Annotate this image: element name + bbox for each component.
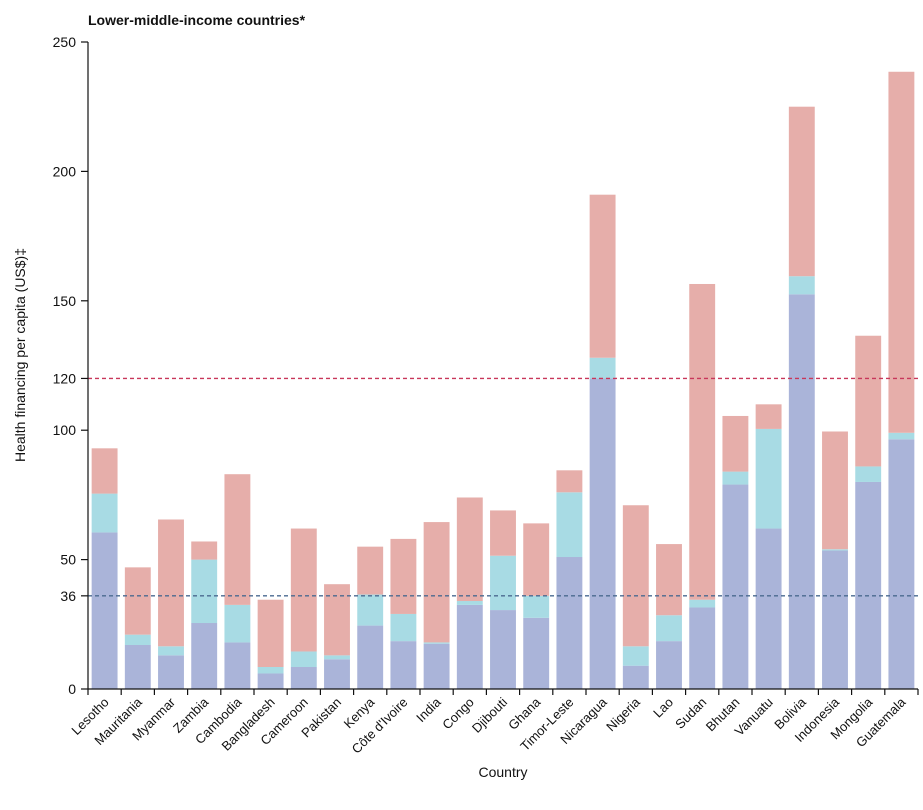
bar-segment-0 (92, 532, 118, 689)
bar-segment-1 (623, 646, 649, 665)
bar-segment-1 (291, 651, 317, 667)
y-tick-label: 50 (60, 552, 76, 568)
bar-segment-2 (656, 544, 682, 615)
bar-segment-1 (390, 614, 416, 641)
bar-segment-1 (722, 472, 748, 485)
bar-segment-0 (390, 641, 416, 689)
bar-segment-2 (855, 336, 881, 467)
bar-segment-0 (424, 644, 450, 689)
bar-segment-0 (258, 673, 284, 689)
bar-segment-0 (789, 294, 815, 689)
y-tick-label: 100 (53, 422, 77, 438)
bar-segment-2 (158, 519, 184, 646)
bar-segment-0 (191, 623, 217, 689)
y-axis-label: Health financing per capita (US$)‡ (12, 248, 28, 462)
bar-segment-0 (590, 378, 616, 689)
bar-segment-1 (855, 466, 881, 482)
bar-segment-2 (92, 448, 118, 493)
x-tick-label: Nigeria (603, 694, 643, 734)
y-tick-label: 200 (53, 163, 77, 179)
bar-segment-0 (457, 605, 483, 689)
x-tick-label: Djibouti (469, 694, 510, 735)
x-axis-label: Country (478, 764, 527, 780)
bar-segment-0 (523, 618, 549, 689)
bar-segment-2 (623, 505, 649, 646)
bar-segment-2 (357, 547, 383, 595)
bar-segment-0 (324, 659, 350, 689)
bar-segment-0 (490, 610, 516, 689)
bar-segment-0 (722, 485, 748, 689)
bar-segment-1 (258, 667, 284, 673)
bar-segment-1 (556, 492, 582, 557)
y-tick-label: 36 (60, 588, 76, 604)
bar-segment-1 (224, 605, 250, 643)
bar-segment-1 (756, 429, 782, 529)
y-axis: 0 36 50 100 120 150 200 250 (53, 34, 88, 697)
bar-segment-2 (822, 431, 848, 549)
bar-segment-1 (158, 646, 184, 655)
bar-segment-0 (888, 439, 914, 689)
bar-segment-1 (656, 615, 682, 641)
y-tick-label: 120 (53, 370, 77, 386)
bar-segment-0 (656, 641, 682, 689)
y-tick-label: 150 (53, 293, 77, 309)
bar-segment-1 (324, 655, 350, 659)
chart-title: Lower-middle-income countries* (88, 12, 306, 28)
bar-segment-0 (855, 482, 881, 689)
x-tick-label: Lao (650, 695, 676, 721)
bar-segment-1 (357, 595, 383, 626)
bar-segment-0 (689, 607, 715, 689)
bar-segment-0 (224, 642, 250, 689)
bar-segment-0 (756, 529, 782, 689)
bar-segment-2 (523, 523, 549, 595)
bar-segment-1 (822, 549, 848, 550)
bar-segment-0 (556, 557, 582, 689)
y-tick-label: 250 (53, 34, 77, 50)
bar-segment-1 (590, 358, 616, 379)
bar-segment-1 (490, 556, 516, 610)
bar-segment-1 (125, 635, 151, 645)
bar-segment-2 (258, 600, 284, 667)
bar-segment-1 (523, 596, 549, 618)
bar-segment-1 (789, 276, 815, 294)
bar-segment-2 (556, 470, 582, 492)
bar-segment-2 (490, 510, 516, 555)
bar-segment-2 (756, 404, 782, 429)
bar-segment-1 (92, 494, 118, 533)
bar-segment-2 (390, 539, 416, 614)
bar-segment-2 (590, 195, 616, 358)
bar-segment-0 (357, 626, 383, 689)
bar-segment-2 (789, 107, 815, 277)
bar-segment-2 (722, 416, 748, 472)
y-tick-label: 0 (68, 681, 76, 697)
bar-segment-0 (158, 655, 184, 689)
bar-segment-0 (125, 645, 151, 689)
bar-segment-0 (623, 666, 649, 689)
bar-segment-1 (888, 433, 914, 439)
bar-segment-0 (822, 551, 848, 689)
bar-segment-2 (224, 474, 250, 605)
bar-segment-0 (291, 667, 317, 689)
bar-segment-2 (125, 567, 151, 634)
bar-segment-2 (424, 522, 450, 642)
bar-segment-1 (424, 642, 450, 643)
bar-segment-2 (191, 541, 217, 559)
bar-segment-2 (291, 529, 317, 652)
bar-segment-1 (457, 601, 483, 605)
x-axis: LesothoMauritaniaMyanmarZambiaCambodiaBa… (68, 689, 918, 756)
x-tick-label: Sudan (672, 695, 709, 732)
bar-segment-2 (457, 497, 483, 601)
bar-segment-2 (324, 584, 350, 655)
bar-segment-1 (689, 600, 715, 608)
bar-segment-2 (689, 284, 715, 600)
bar-segment-1 (191, 560, 217, 623)
